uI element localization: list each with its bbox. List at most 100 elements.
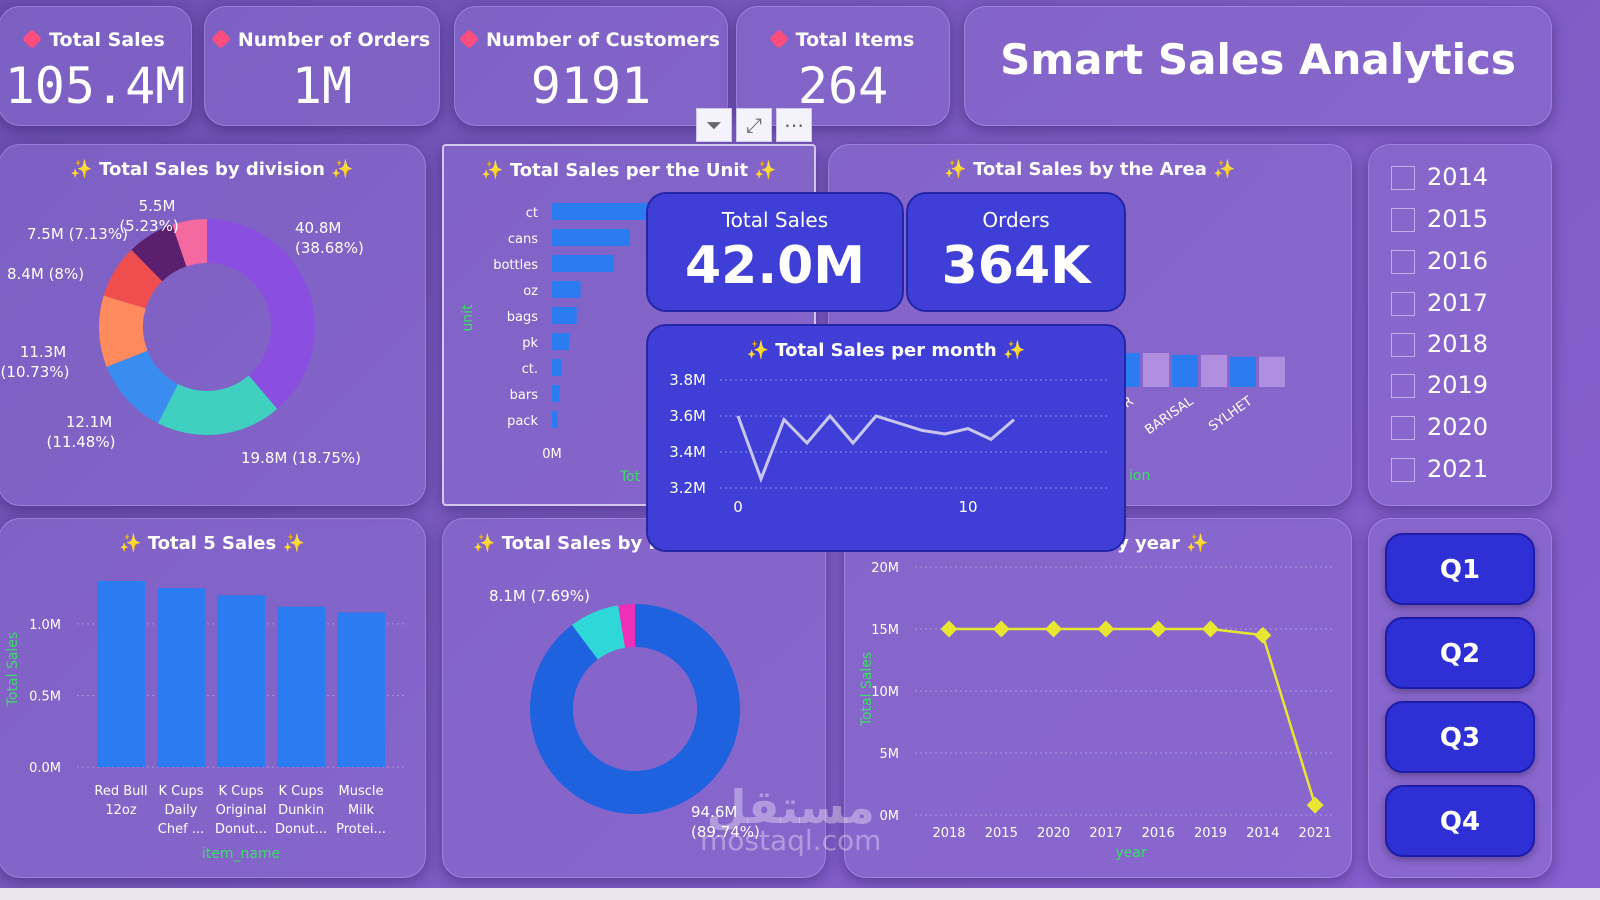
chart-title: ✨ Total 5 Sales ✨: [119, 533, 305, 554]
top5-bar-chart: Total Sales 0.0M 0.5M 1.0M Red Bull 12oz K C…: [5, 581, 407, 862]
tick-label: 2018: [932, 826, 965, 841]
bar: [552, 281, 581, 298]
tick-label: pack: [507, 414, 538, 429]
tick-label: 3.2M: [669, 479, 706, 497]
tooltip-month-card: ✨ Total Sales per month ✨ 3.2M 3.4M 3.6M 3.…: [646, 324, 1126, 552]
year-option[interactable]: 2014: [1391, 163, 1488, 191]
tick-label: 1.0M: [29, 618, 61, 633]
tick-label: ct.: [522, 362, 538, 377]
quarter-button-q1[interactable]: Q1: [1385, 533, 1535, 605]
bar: [552, 203, 647, 220]
year-option[interactable]: 2018: [1391, 330, 1488, 358]
bar: [157, 588, 205, 767]
kpi-number-of-customers[interactable]: Number of Customers 9191: [454, 6, 728, 126]
sparkle-icon: ✨: [746, 340, 769, 361]
year-option[interactable]: 2016: [1391, 247, 1488, 275]
sparkle-icon: ✨: [1003, 340, 1026, 361]
payment-chart-card[interactable]: ✨ Total Sales by P 8.1M (7.69%) 94.6M (8…: [442, 518, 826, 878]
tick-label: K Cups: [219, 784, 264, 799]
bar: [217, 595, 265, 767]
data-point: [1149, 620, 1167, 638]
bar: [1143, 353, 1169, 387]
bar: [97, 581, 145, 767]
tick-label: SYLHET: [1206, 394, 1255, 435]
year-option[interactable]: 2021: [1391, 455, 1488, 483]
tick-label: ct: [526, 206, 538, 221]
checkbox[interactable]: [1391, 250, 1415, 274]
kpi-label: Total Sales: [0, 29, 191, 51]
sparkle-icon: ✨: [119, 533, 142, 554]
payment-donut: 8.1M (7.69%) 94.6M (89.74%): [489, 587, 760, 841]
focus-mode-icon[interactable]: ⤢: [736, 108, 772, 142]
year-option[interactable]: 2020: [1391, 413, 1488, 441]
checkbox[interactable]: [1391, 292, 1415, 316]
data-label: 12.1M: [66, 413, 112, 431]
sparkle-icon: ✨: [1186, 533, 1209, 554]
kpi-total-sales[interactable]: Total Sales 105.4M: [0, 6, 192, 126]
kpi-label: Number of Customers: [455, 29, 727, 51]
year-option[interactable]: 2019: [1391, 371, 1488, 399]
checkbox[interactable]: [1391, 166, 1415, 190]
bar: [552, 333, 570, 350]
data-label: (11.48%): [47, 433, 116, 451]
filter-icon[interactable]: ⏷: [696, 108, 732, 142]
tooltip-orders-card: Orders 364K: [906, 192, 1126, 312]
data-point: [1254, 626, 1272, 644]
tick-label: 2021: [1299, 826, 1332, 841]
series-line: [736, 413, 1015, 484]
month-line-chart: 3.2M 3.4M 3.6M 3.8M 0 10: [669, 371, 1108, 516]
tick-label: 2020: [1037, 826, 1070, 841]
year-line-chart: Total Sales 0M 5M 10M 15M 20M 2018 2015 2020 20…: [859, 561, 1335, 861]
tick-label: 10M: [871, 685, 899, 700]
bar: [552, 255, 614, 272]
year-line-chart-card[interactable]: y year ✨ Total Sales 0M 5M 10M 15M 20M 2018 2…: [844, 518, 1352, 878]
watermark-arabic: مستقل: [706, 780, 875, 834]
data-label: 94.6M: [691, 803, 737, 821]
division-chart-card[interactable]: ✨ Total Sales by division ✨ 5.5M (5.23%)…: [0, 144, 426, 506]
tick-label: 5M: [880, 747, 900, 762]
tooltip-orders-value: 364K: [941, 236, 1091, 296]
checkbox[interactable]: [1391, 416, 1415, 440]
tick-label: Donut...: [215, 822, 267, 837]
quarter-slicer[interactable]: Q1 Q2 Q3 Q4: [1368, 518, 1552, 878]
checkbox[interactable]: [1391, 208, 1415, 232]
top5-chart-card[interactable]: ✨ Total 5 Sales ✨ Total Sales 0.0M 0.5M 1.…: [0, 518, 426, 878]
tooltip-sales-label: Total Sales: [721, 208, 829, 232]
kpi-value: 264: [797, 57, 889, 115]
year-slicer[interactable]: 2014 2015 2016 2017 2018 2019 2020 2021: [1368, 144, 1552, 506]
tick-label: Original: [216, 803, 267, 818]
checkbox[interactable]: [1391, 458, 1415, 482]
year-option[interactable]: 2015: [1391, 205, 1488, 233]
data-label: 8.4M (8%): [7, 265, 84, 283]
pie-slice: [618, 604, 635, 648]
tick-label: BARISAL: [1142, 394, 1197, 438]
data-label: 40.8M: [295, 219, 341, 237]
tick-label: 2015: [985, 826, 1018, 841]
tick-label: 0M: [880, 809, 900, 824]
year-option[interactable]: 2017: [1391, 289, 1488, 317]
quarter-button-q3[interactable]: Q3: [1385, 701, 1535, 773]
tick-label: 12oz: [105, 803, 136, 818]
tick-label: 0M: [542, 447, 562, 462]
data-label: 11.3M: [20, 343, 66, 361]
sparkle-icon: ✨: [1213, 159, 1236, 180]
quarter-button-q2[interactable]: Q2: [1385, 617, 1535, 689]
kpi-total-items[interactable]: Total Items 264: [736, 6, 950, 126]
kpi-number-of-orders[interactable]: Number of Orders 1M: [204, 6, 440, 126]
sparkle-icon: ✨: [944, 159, 967, 180]
chart-title: y year ✨: [1117, 533, 1209, 554]
sparkle-icon: ✨: [70, 159, 93, 180]
checkbox[interactable]: [1391, 374, 1415, 398]
data-label: (5.23%): [119, 217, 178, 235]
quarter-button-q4[interactable]: Q4: [1385, 785, 1535, 857]
tick-label: Milk: [348, 803, 374, 818]
data-point: [1306, 796, 1324, 814]
diamond-icon: [22, 29, 43, 49]
kpi-value: 105.4M: [4, 57, 186, 115]
tick-label: 0.5M: [29, 689, 61, 704]
tick-label: pk: [522, 336, 538, 351]
checkbox[interactable]: [1391, 333, 1415, 357]
tick-label: bars: [510, 388, 539, 403]
more-options-icon[interactable]: ⋯: [776, 108, 812, 142]
watermark: مستقل mostaql.com: [700, 780, 881, 857]
